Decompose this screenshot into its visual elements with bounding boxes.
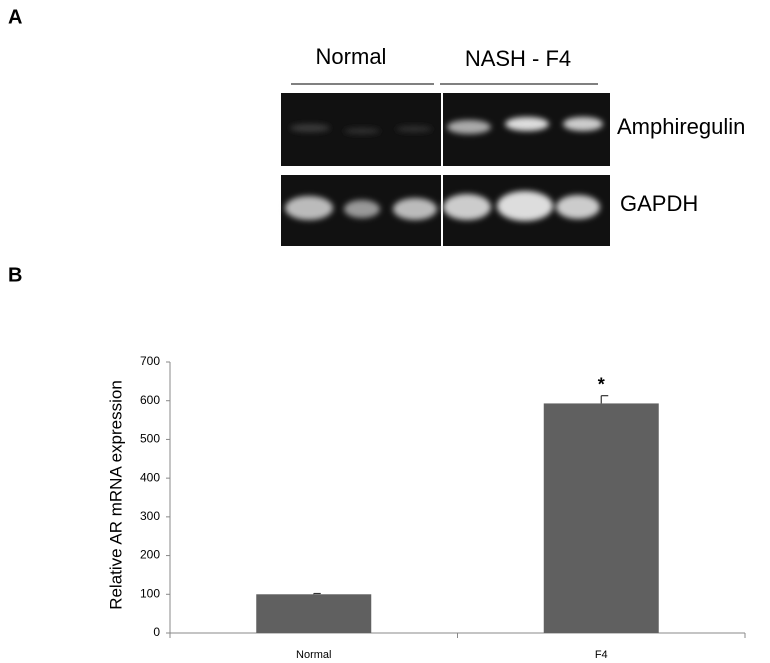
y-tick-label: 700 <box>140 354 160 368</box>
band-label: Amphiregulin <box>617 114 745 139</box>
error-bar <box>600 395 609 404</box>
x-tick-label: Normal <box>296 649 331 661</box>
x-tick-label: F4 <box>595 649 608 661</box>
bar <box>543 403 659 633</box>
gel-image <box>281 93 610 246</box>
y-axis-label: Relative AR mRNA expression <box>106 380 125 610</box>
band-label: GAPDH <box>620 191 698 216</box>
bar <box>256 594 372 633</box>
panel-label: B <box>8 264 22 286</box>
y-tick-label: 600 <box>140 393 160 407</box>
group-label: NASH - F4 <box>465 46 571 71</box>
group-label: Normal <box>316 44 387 69</box>
panel-label: A <box>8 6 22 28</box>
y-tick-label: 400 <box>140 470 160 484</box>
y-tick-label: 200 <box>140 548 160 562</box>
error-bar <box>313 592 321 595</box>
y-tick-label: 0 <box>153 625 160 639</box>
y-tick-label: 500 <box>140 432 160 446</box>
y-tick-label: 300 <box>140 509 160 523</box>
annotation: * <box>598 374 605 394</box>
y-tick-label: 100 <box>140 586 160 600</box>
